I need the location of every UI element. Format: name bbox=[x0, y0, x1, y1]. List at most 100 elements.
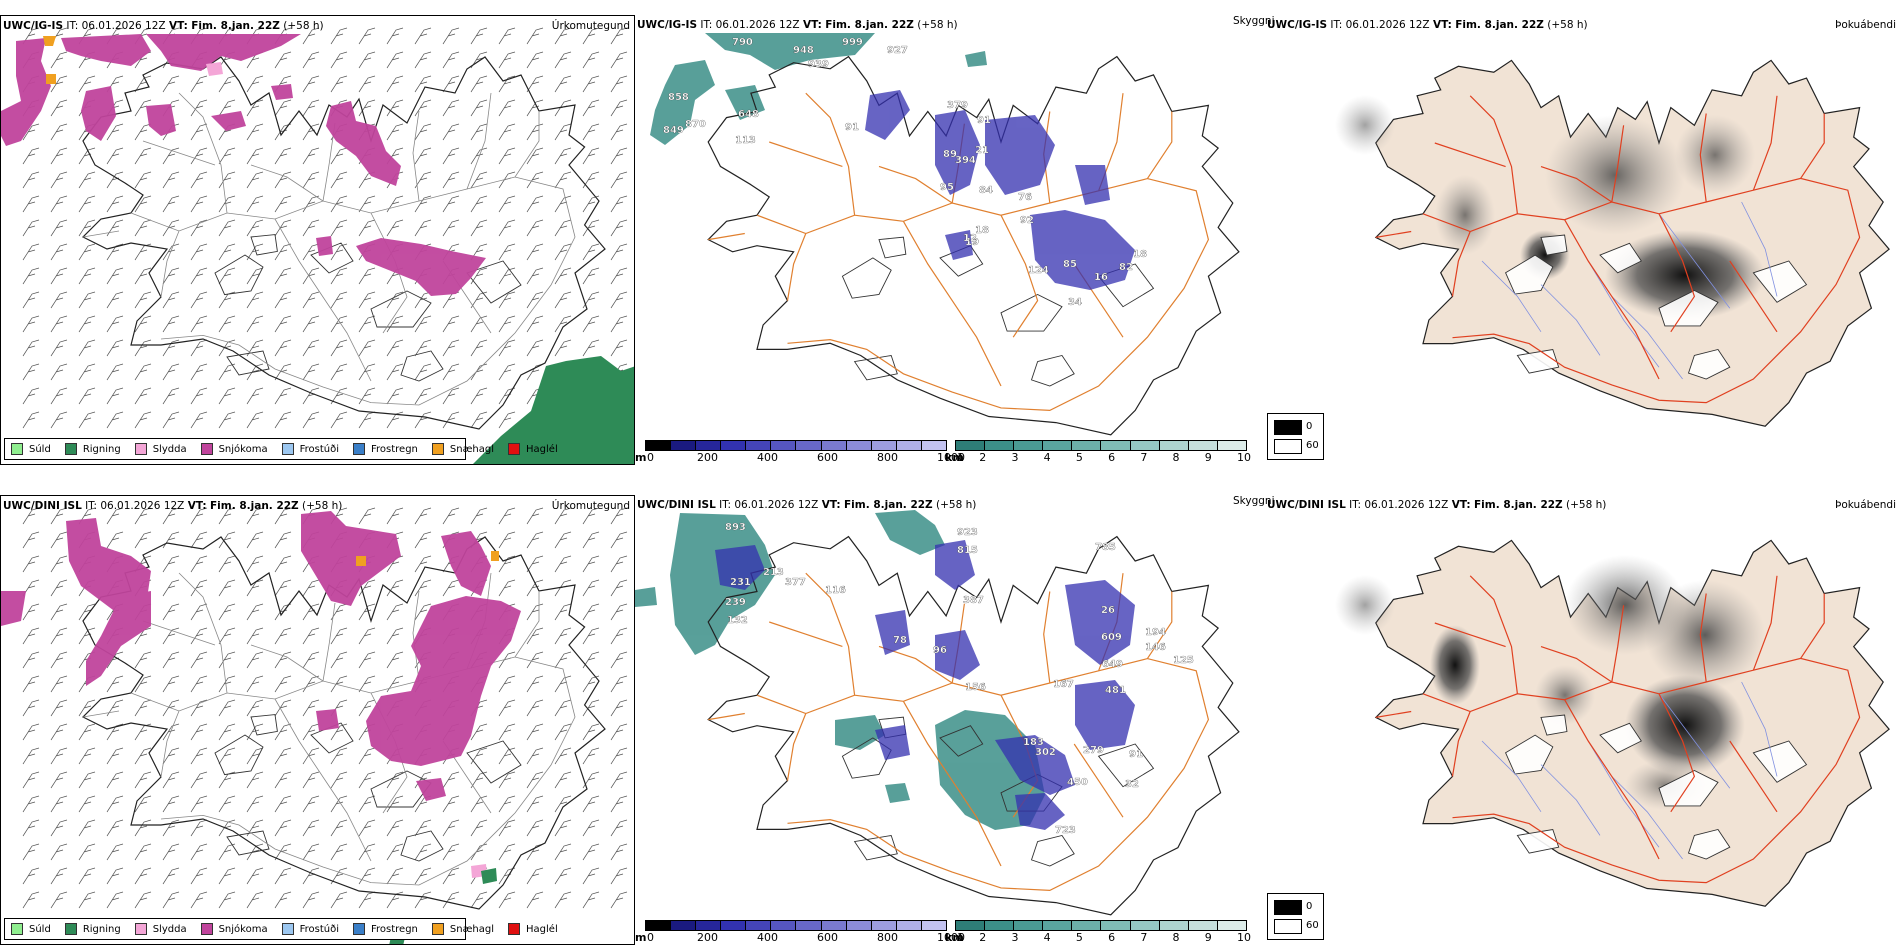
wind-barb bbox=[302, 723, 320, 741]
wind-barb bbox=[134, 819, 152, 837]
visibility-value-label: 481 bbox=[1105, 685, 1126, 696]
wind-barb bbox=[246, 699, 264, 717]
colorbar-tick-label: 400 bbox=[757, 931, 778, 944]
wind-barb bbox=[610, 339, 628, 357]
wind-barb bbox=[526, 507, 544, 525]
colorbar-segment bbox=[846, 441, 872, 450]
wind-barb bbox=[330, 243, 348, 261]
wind-barb bbox=[50, 579, 68, 597]
wind-barb bbox=[218, 195, 236, 213]
wind-barb bbox=[498, 147, 516, 165]
wind-barb bbox=[526, 795, 544, 813]
init-time: IT: 06.01.2026 12Z bbox=[1349, 499, 1449, 511]
precip-legend-swatch bbox=[508, 443, 521, 455]
wind-barb bbox=[274, 555, 292, 573]
wind-barb bbox=[246, 411, 264, 429]
wind-barb bbox=[106, 387, 124, 405]
wind-barb bbox=[582, 771, 600, 789]
wind-barb bbox=[162, 267, 180, 285]
wind-barb bbox=[218, 99, 236, 117]
wind-barb bbox=[274, 147, 292, 165]
wind-barb bbox=[274, 411, 292, 429]
wind-barb bbox=[78, 507, 96, 525]
wind-barb bbox=[358, 627, 376, 645]
valid-time-label: VT: bbox=[802, 19, 822, 31]
wind-barb bbox=[162, 147, 180, 165]
wind-barb bbox=[274, 339, 292, 357]
wind-barb bbox=[610, 603, 628, 621]
wind-barb bbox=[358, 291, 376, 309]
wind-barb bbox=[106, 291, 124, 309]
wind-barb bbox=[190, 603, 208, 621]
wind-barb bbox=[610, 147, 628, 165]
precip-legend-item: Snæhagl bbox=[431, 443, 494, 455]
visibility-value-label: 16 bbox=[1094, 272, 1108, 283]
wind-barb bbox=[330, 843, 348, 861]
wind-barb bbox=[218, 651, 236, 669]
wind-barb bbox=[134, 891, 152, 909]
wind-barb bbox=[414, 363, 432, 381]
colorbar-tick-label: 2 bbox=[979, 451, 987, 464]
wind-barb bbox=[498, 819, 516, 837]
wind-barb bbox=[218, 795, 236, 813]
wind-barb bbox=[330, 363, 348, 381]
wind-barb bbox=[190, 867, 208, 885]
wind-barb bbox=[610, 819, 628, 837]
wind-barb bbox=[246, 315, 264, 333]
lead-time: (+58 h) bbox=[1547, 19, 1588, 31]
colorbar-segment bbox=[796, 921, 822, 930]
road-network bbox=[83, 93, 575, 405]
wind-barb bbox=[190, 627, 208, 645]
model-name: UWC/IG-IS bbox=[3, 20, 64, 32]
wind-barb bbox=[22, 723, 40, 741]
colorbar-segment bbox=[846, 921, 872, 930]
wind-barb bbox=[162, 531, 180, 549]
wind-barb bbox=[302, 171, 320, 189]
visibility-value-label: 999 bbox=[842, 37, 863, 48]
panel-parameter-name: Úrkomutegund bbox=[551, 500, 630, 512]
wind-barb bbox=[358, 675, 376, 693]
visibility-value-label: 167 bbox=[1053, 679, 1074, 690]
wind-barb bbox=[442, 75, 460, 93]
precip-type-legend: Súld Rigning Slydda Snjókoma Frostúði Frostre… bbox=[4, 438, 558, 460]
wind-barb bbox=[218, 579, 236, 597]
colorbar-segment bbox=[821, 441, 847, 450]
wind-barb bbox=[358, 747, 376, 765]
wind-barb bbox=[526, 675, 544, 693]
wind-barb bbox=[498, 843, 516, 861]
wind-barb bbox=[414, 123, 432, 141]
visibility-value-label: 858 bbox=[668, 92, 689, 103]
wind-barb bbox=[554, 627, 572, 645]
wind-barb bbox=[22, 699, 40, 717]
wind-barb bbox=[246, 555, 264, 573]
visibility-value-label: 649 bbox=[1102, 659, 1123, 670]
precip-legend-item: Slydda bbox=[134, 443, 187, 455]
wind-barb bbox=[414, 171, 432, 189]
wind-barb bbox=[22, 27, 40, 45]
colorbar-tick-label: 5 bbox=[1075, 931, 1083, 944]
precip-legend-item: Rigning bbox=[64, 923, 121, 935]
colorbar-tick-label: 9 bbox=[1204, 451, 1212, 464]
wind-barb bbox=[190, 147, 208, 165]
precip-legend-swatch bbox=[431, 443, 444, 455]
glacier-outlines bbox=[215, 235, 521, 381]
precip-map-canvas bbox=[1, 507, 628, 944]
wind-barb bbox=[162, 387, 180, 405]
wind-barb bbox=[50, 267, 68, 285]
wind-barb bbox=[526, 267, 544, 285]
wind-barb bbox=[470, 219, 488, 237]
fog-legend-dark-label: 0 bbox=[1306, 421, 1313, 432]
wind-barb bbox=[218, 219, 236, 237]
wind-barb bbox=[78, 315, 96, 333]
wind-barb bbox=[22, 243, 40, 261]
wind-barb bbox=[302, 675, 320, 693]
colorbar-tick-label: 600 bbox=[817, 451, 838, 464]
wind-barb bbox=[470, 387, 488, 405]
wind-barb bbox=[246, 675, 264, 693]
wind-barb bbox=[274, 795, 292, 813]
wind-barb bbox=[106, 771, 124, 789]
panel-title: UWC/IG-IS IT: 06.01.2026 12Z VT: Fim. 8.… bbox=[1267, 19, 1588, 31]
wind-barb bbox=[330, 675, 348, 693]
visibility-value-label: 95 bbox=[940, 182, 954, 193]
wind-barb bbox=[162, 411, 180, 429]
